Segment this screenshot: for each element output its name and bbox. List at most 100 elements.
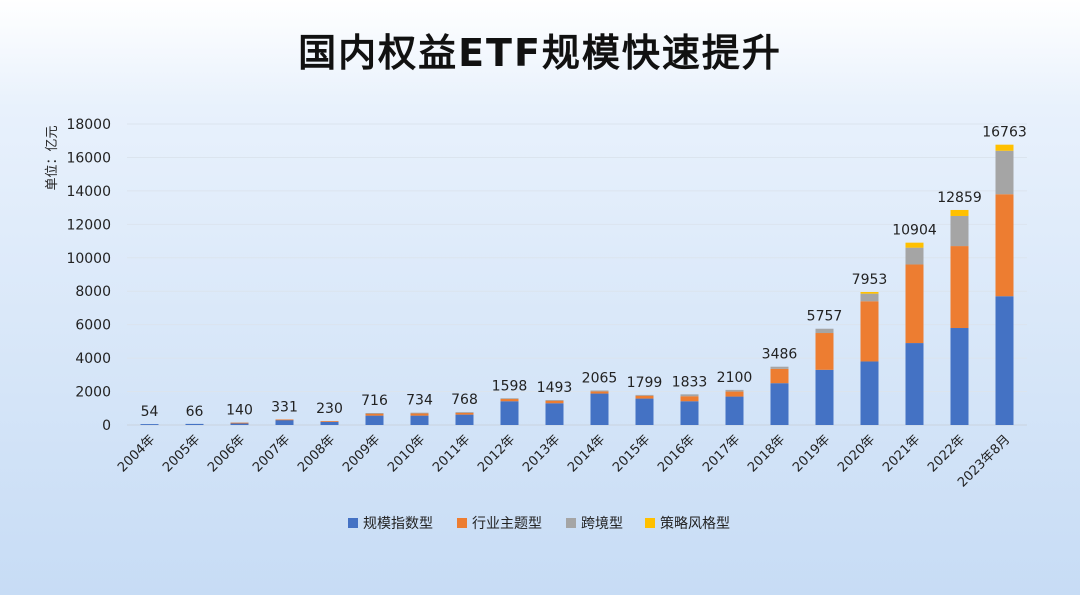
y-axis-label: 单位：亿元 xyxy=(45,125,60,190)
legend-swatch xyxy=(457,518,467,528)
bar-segment xyxy=(725,389,744,392)
bar-segment xyxy=(320,421,339,425)
y-tick-label: 4000 xyxy=(75,351,111,367)
x-tick-label: 2020年 xyxy=(835,432,878,475)
bar-segment xyxy=(905,242,924,248)
legend-label: 策略风格型 xyxy=(660,515,730,532)
bar-total-label: 140 xyxy=(226,403,253,419)
x-tick-label: 2018年 xyxy=(745,432,788,475)
x-tick-label: 2005年 xyxy=(160,432,203,475)
bar-segment xyxy=(140,424,159,425)
bar-segment xyxy=(950,328,969,425)
bar-segment xyxy=(860,292,879,294)
bar-segment xyxy=(500,398,519,400)
bar-segment xyxy=(860,361,879,425)
x-tick-label: 2017年 xyxy=(700,432,743,475)
bar-segment xyxy=(905,247,924,265)
bar-segment xyxy=(545,400,564,401)
bar-segment xyxy=(365,413,384,414)
bar-segment xyxy=(680,401,699,425)
bar-segment xyxy=(680,394,699,397)
bar-total-label: 768 xyxy=(451,392,478,408)
bar-total-label: 5757 xyxy=(807,309,843,325)
bar-total-label: 12859 xyxy=(937,190,982,206)
y-tick-label: 18000 xyxy=(66,117,111,133)
x-tick-label: 2008年 xyxy=(295,432,338,475)
x-tick-label: 2015年 xyxy=(610,432,653,475)
bar-segment xyxy=(590,390,609,392)
bar-total-label: 2100 xyxy=(717,370,753,386)
bar-total-label: 716 xyxy=(361,393,388,409)
bar-segment xyxy=(230,422,249,425)
bar-segment xyxy=(995,296,1014,425)
bar-segment xyxy=(275,419,294,421)
bar-segment xyxy=(635,398,654,425)
y-tick-label: 0 xyxy=(102,418,111,434)
bar-segment xyxy=(185,423,204,425)
bar-segment xyxy=(725,396,744,425)
bar-segment xyxy=(860,293,879,302)
bar-segment xyxy=(590,393,609,425)
x-tick-label: 2014年 xyxy=(565,432,608,475)
y-tick-label: 16000 xyxy=(66,150,111,166)
bar-segment xyxy=(995,150,1014,195)
bar-segment xyxy=(635,394,654,396)
bar-segment xyxy=(860,301,879,362)
bar-segment xyxy=(455,412,474,415)
bar-segment xyxy=(770,383,789,425)
bar-total-label: 1833 xyxy=(672,374,708,390)
bar-segment xyxy=(500,401,519,425)
bar-segment xyxy=(410,415,429,425)
bar-total-label: 2065 xyxy=(582,370,618,386)
bar-segment xyxy=(410,412,429,416)
x-tick-label: 2004年 xyxy=(115,432,158,475)
bar-segment xyxy=(995,144,1014,151)
bar-segment xyxy=(995,194,1014,297)
y-tick-label: 10000 xyxy=(66,251,111,267)
legend-swatch xyxy=(566,518,576,528)
bar-segment xyxy=(545,403,564,425)
legend-label: 行业主题型 xyxy=(472,516,542,532)
bar-segment xyxy=(455,412,474,413)
bar-segment xyxy=(410,412,429,414)
bar-total-label: 66 xyxy=(186,404,204,420)
x-tick-label: 2016年 xyxy=(655,432,698,475)
bar-segment xyxy=(815,333,834,370)
bar-total-label: 7953 xyxy=(852,272,888,288)
legend-label: 跨境型 xyxy=(581,516,623,532)
x-tick-label: 2006年 xyxy=(205,432,248,475)
y-tick-label: 12000 xyxy=(66,217,111,233)
y-tick-label: 2000 xyxy=(75,385,111,401)
x-tick-label: 2019年 xyxy=(790,432,833,475)
x-tick-label: 2013年 xyxy=(520,432,563,475)
bar-segment xyxy=(275,419,294,425)
chart-title: 国内权益ETF规模快速提升 xyxy=(298,31,782,75)
x-tick-label: 2012年 xyxy=(475,432,518,475)
x-tick-label: 2021年 xyxy=(880,432,923,475)
bar-total-label: 230 xyxy=(316,401,343,417)
bar-total-label: 3486 xyxy=(762,347,798,363)
x-tick-label: 2007年 xyxy=(250,432,293,475)
bar-total-label: 734 xyxy=(406,393,433,409)
bar-segment xyxy=(545,400,564,404)
bar-segment xyxy=(365,413,384,416)
bar-segment xyxy=(905,264,924,344)
bar-segment xyxy=(500,398,519,402)
bar-segment xyxy=(725,391,744,397)
bar-segment xyxy=(635,395,654,399)
bar-segment xyxy=(365,415,384,425)
bar-segment xyxy=(950,246,969,329)
bar-segment xyxy=(590,391,609,394)
y-tick-label: 14000 xyxy=(66,184,111,200)
bar-segment xyxy=(905,343,924,425)
x-tick-label: 2009年 xyxy=(340,432,383,475)
bar-segment xyxy=(815,328,834,334)
x-tick-label: 2011年 xyxy=(430,432,473,475)
bar-total-label: 10904 xyxy=(892,223,937,239)
x-tick-label: 2022年 xyxy=(925,432,968,475)
x-tick-label: 2010年 xyxy=(385,432,428,475)
bar-total-label: 16763 xyxy=(982,125,1027,141)
bar-segment xyxy=(230,422,249,424)
bar-segment xyxy=(815,369,834,425)
